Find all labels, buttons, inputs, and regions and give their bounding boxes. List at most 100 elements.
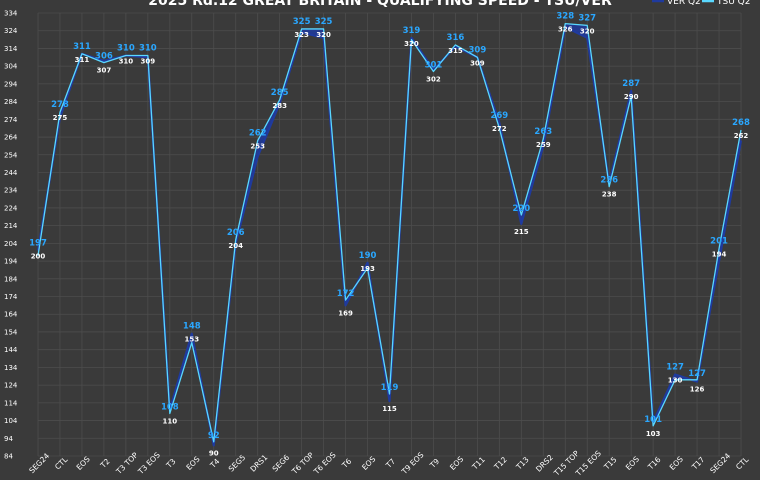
chart-legend: VER Q2 TSU Q2 bbox=[652, 0, 750, 7]
data-label-ver: 115 bbox=[382, 405, 397, 413]
data-label-ver: 272 bbox=[492, 125, 507, 133]
data-label-tsu: 301 bbox=[425, 60, 443, 70]
legend-label: TSU Q2 bbox=[716, 0, 750, 7]
data-label-ver: 311 bbox=[75, 56, 90, 64]
y-tick-label: 254 bbox=[4, 151, 18, 159]
data-label-ver: 320 bbox=[316, 31, 331, 39]
data-label-tsu: 172 bbox=[337, 289, 355, 299]
data-label-tsu: 328 bbox=[556, 12, 574, 22]
y-tick-label: 154 bbox=[4, 328, 18, 336]
data-label-tsu: 311 bbox=[73, 42, 91, 52]
data-label-ver: 307 bbox=[97, 67, 112, 75]
chart-grid bbox=[37, 12, 742, 457]
data-label-tsu: 92 bbox=[208, 431, 220, 441]
y-tick-label: 334 bbox=[4, 10, 18, 18]
data-label-tsu: 309 bbox=[469, 45, 487, 55]
data-label-ver: 193 bbox=[360, 265, 375, 273]
y-tick-label: 264 bbox=[4, 134, 18, 142]
data-label-ver: 275 bbox=[53, 114, 68, 122]
y-tick-label: 204 bbox=[4, 240, 18, 248]
data-label-ver: 238 bbox=[602, 191, 617, 199]
data-label-tsu: 190 bbox=[359, 251, 377, 261]
data-label-ver: 215 bbox=[514, 228, 529, 236]
data-label-tsu: 327 bbox=[578, 13, 596, 23]
y-tick-label: 194 bbox=[4, 258, 18, 266]
y-tick-label: 284 bbox=[4, 98, 18, 106]
data-label-ver: 153 bbox=[184, 336, 199, 344]
data-label-tsu: 268 bbox=[732, 118, 750, 128]
data-label-tsu: 287 bbox=[622, 79, 640, 89]
y-tick-label: 94 bbox=[4, 435, 13, 443]
y-tick-label: 244 bbox=[4, 169, 18, 177]
data-label-ver: 262 bbox=[734, 132, 749, 140]
data-label-tsu: 101 bbox=[644, 415, 662, 425]
data-label-tsu: 127 bbox=[666, 362, 684, 372]
y-tick-label: 164 bbox=[4, 311, 18, 319]
chart-title: 2025 Rd.12 GREAT BRITAIN - QUALIFYING SP… bbox=[148, 0, 612, 9]
series-group bbox=[36, 22, 743, 447]
data-label-tsu: 278 bbox=[51, 100, 69, 110]
y-tick-label: 324 bbox=[4, 27, 18, 35]
data-label-tsu: 108 bbox=[161, 402, 179, 412]
y-tick-label: 314 bbox=[4, 45, 18, 53]
data-label-ver: 259 bbox=[536, 141, 551, 149]
data-label-tsu: 306 bbox=[95, 52, 113, 62]
data-label-tsu: 263 bbox=[534, 127, 552, 137]
data-label-tsu: 325 bbox=[315, 17, 333, 27]
y-tick-label: 274 bbox=[4, 116, 18, 124]
data-label-tsu: 319 bbox=[403, 26, 421, 36]
y-tick-label: 104 bbox=[4, 417, 18, 425]
y-tick-label: 234 bbox=[4, 187, 18, 195]
data-label-ver: 194 bbox=[712, 251, 727, 259]
data-label-ver: 326 bbox=[558, 26, 573, 34]
y-tick-label: 224 bbox=[4, 204, 18, 212]
data-label-tsu: 310 bbox=[117, 44, 135, 54]
data-label-tsu: 220 bbox=[512, 204, 530, 214]
data-label-ver: 310 bbox=[119, 58, 134, 66]
data-label-ver: 309 bbox=[470, 59, 485, 67]
data-label-ver: 126 bbox=[690, 386, 705, 394]
data-label-tsu: 236 bbox=[600, 176, 618, 186]
y-tick-label: 304 bbox=[4, 63, 18, 71]
data-label-ver: 130 bbox=[668, 376, 683, 384]
y-axis-ticks: 84 94 104 114 124 134 144 154 164 174 184 194 204 214… bbox=[4, 10, 18, 461]
data-label-ver: 315 bbox=[448, 47, 463, 55]
data-label-tsu: 262 bbox=[249, 129, 267, 139]
data-label-tsu: 325 bbox=[293, 17, 311, 27]
data-label-tsu: 206 bbox=[227, 228, 245, 238]
data-label-ver: 253 bbox=[250, 143, 265, 151]
data-label-ver: 204 bbox=[228, 242, 243, 250]
data-label-ver: 200 bbox=[31, 252, 46, 260]
data-label-tsu: 127 bbox=[688, 369, 706, 379]
data-label-tsu: 269 bbox=[490, 111, 508, 121]
data-label-ver: 103 bbox=[646, 430, 661, 438]
data-label-ver: 320 bbox=[404, 40, 419, 48]
y-tick-label: 184 bbox=[4, 275, 18, 283]
data-label-tsu: 119 bbox=[381, 383, 399, 393]
y-tick-label: 84 bbox=[4, 453, 13, 461]
legend-label: VER Q2 bbox=[667, 0, 701, 7]
data-label-ver: 309 bbox=[141, 58, 156, 66]
data-label-ver: 290 bbox=[624, 93, 639, 101]
data-label-tsu: 310 bbox=[139, 44, 157, 54]
data-label-tsu: 285 bbox=[271, 88, 289, 98]
data-label-tsu: 197 bbox=[29, 238, 47, 248]
data-label-ver: 320 bbox=[580, 27, 595, 35]
y-tick-label: 114 bbox=[4, 399, 18, 407]
y-tick-label: 214 bbox=[4, 222, 18, 230]
data-label-ver: 110 bbox=[163, 417, 178, 425]
y-tick-label: 124 bbox=[4, 382, 18, 390]
series-line-tsu bbox=[37, 22, 742, 443]
data-label-ver: 283 bbox=[272, 102, 287, 110]
data-labels: 197 200 278 275 311 311 306 307 310 310 310 309 108 1… bbox=[29, 12, 750, 458]
data-label-tsu: 201 bbox=[710, 237, 728, 247]
data-label-ver: 323 bbox=[294, 31, 309, 39]
data-label-ver: 302 bbox=[426, 75, 441, 83]
y-tick-label: 294 bbox=[4, 80, 18, 88]
data-label-tsu: 316 bbox=[447, 33, 465, 43]
y-tick-label: 134 bbox=[4, 364, 18, 372]
data-label-tsu: 148 bbox=[183, 322, 201, 332]
y-tick-label: 144 bbox=[4, 346, 18, 354]
